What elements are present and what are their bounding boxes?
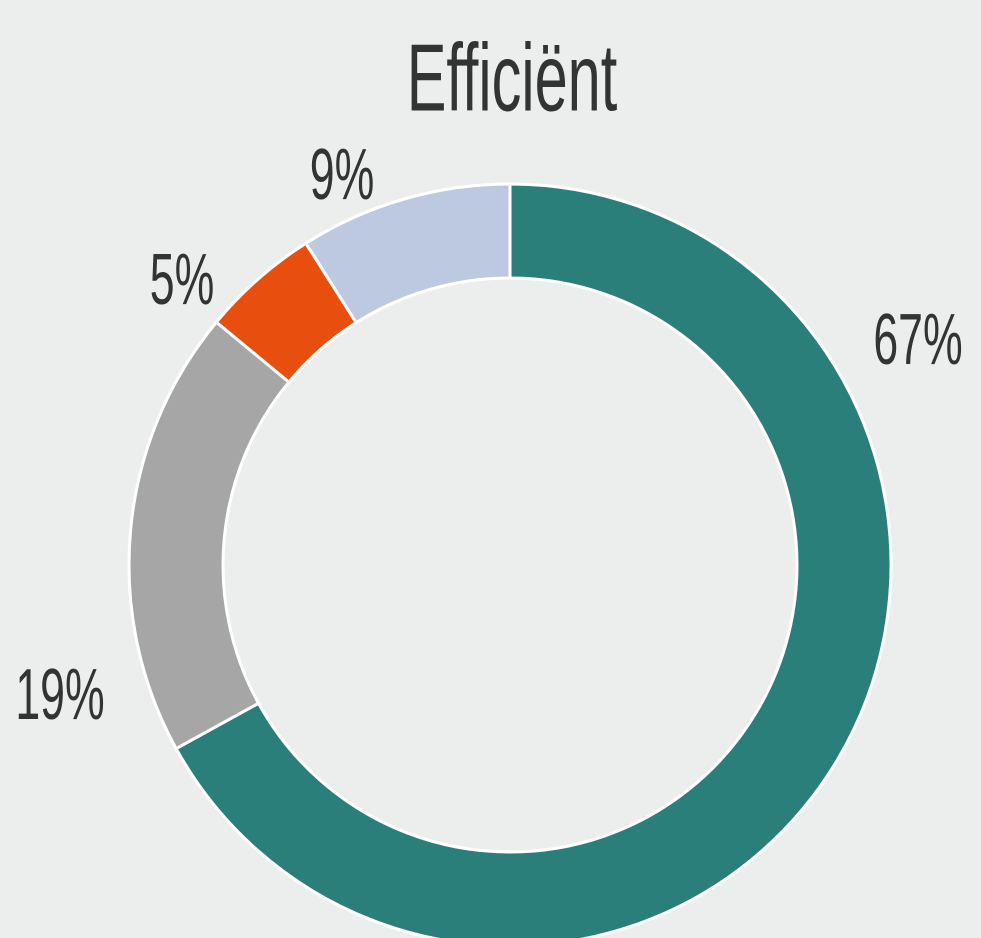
chart-title: Efficiënt (407, 24, 618, 131)
data-label: 9% (310, 134, 375, 215)
data-label: 19% (15, 654, 104, 735)
donut-segment (174, 182, 893, 938)
data-label: 67% (873, 299, 962, 380)
donut-segment (303, 182, 512, 325)
data-label: 5% (150, 239, 215, 320)
